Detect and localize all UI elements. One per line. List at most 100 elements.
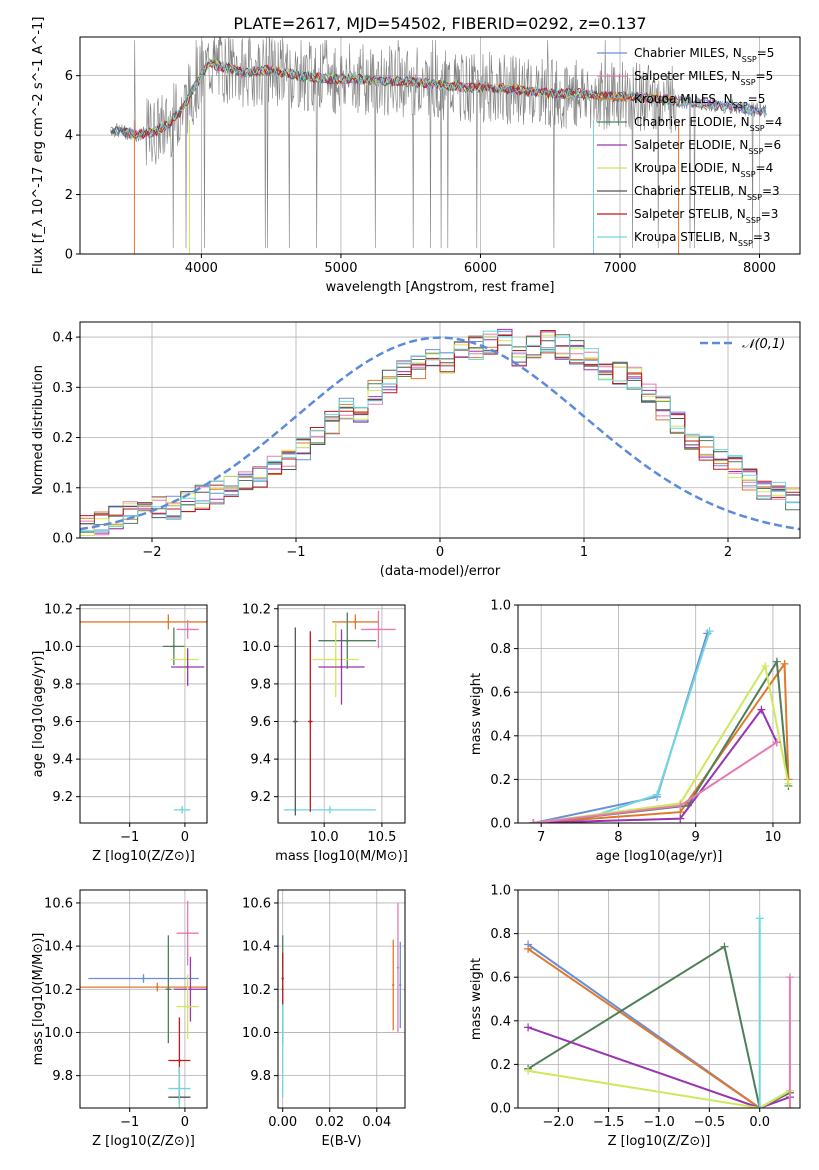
y-tick-label: 0.4 <box>490 1014 511 1029</box>
y-tick-label: 9.4 <box>250 753 271 768</box>
x-tick-label: −0.5 <box>694 1115 726 1130</box>
data-point <box>346 639 349 642</box>
weight-marker <box>785 1104 794 1108</box>
y-tick-label: 6 <box>65 69 73 84</box>
chart-age_vs_mass: 10.0 10.5 9.2 9.4 9.6 9.8 10.0 10.2 mass [log10(… <box>242 602 408 864</box>
y-tick-label: 0.8 <box>490 642 511 657</box>
weight-marker <box>524 944 533 953</box>
x-tick-label: 10.5 <box>367 830 396 845</box>
x-tick-label: −2.0 <box>542 1115 574 1130</box>
x-tick-label: −1 <box>120 830 139 845</box>
data-point <box>354 620 357 624</box>
y-tick-label: 10.0 <box>242 1026 271 1041</box>
data-point <box>180 808 184 812</box>
weight-marker <box>524 1023 533 1032</box>
y-tick-label: 10.2 <box>44 602 73 617</box>
x-tick-label: 8 <box>614 830 622 845</box>
chart-mass_vs_EBV: 0.00 0.02 0.04 9.8 10.0 10.2 10.4 10.6 E(B-V) <box>242 889 406 1149</box>
x-tick-label: 7000 <box>603 261 636 276</box>
y-tick-label: 10.2 <box>242 983 271 998</box>
x-axis-label: (data-model)/error <box>380 564 501 579</box>
data-point <box>186 931 189 935</box>
x-tick-label: 0.00 <box>268 1115 297 1130</box>
figure-title: PLATE=2617, MJD=54502, FIBERID=0292, z=0… <box>233 14 646 33</box>
y-tick-label: 0.8 <box>490 927 511 942</box>
x-tick-label: 9 <box>692 830 700 845</box>
legend-label: Chabrier MILES, NSSP=5 <box>634 46 774 64</box>
data-point <box>377 628 380 631</box>
chart-age_vs_Z: −1 0 9.2 9.4 9.6 9.8 10.0 10.2 Z [log10(Z/Z⊙)] ag… <box>31 602 208 864</box>
y-tick-label: 0.0 <box>490 817 511 832</box>
y-tick-label: 10.0 <box>242 640 271 655</box>
histogram-step-8 <box>80 330 800 532</box>
x-tick-label: −1.5 <box>593 1115 625 1130</box>
y-tick-label: 10.4 <box>242 940 271 955</box>
y-tick-label: 1.0 <box>490 884 511 899</box>
histogram-plot <box>80 328 800 536</box>
axes-frame <box>517 889 801 1109</box>
data-point <box>167 988 170 991</box>
normal-curve <box>80 336 800 531</box>
x-tick-label: 1 <box>580 545 588 560</box>
weight-marker <box>780 659 789 668</box>
weight-marker <box>653 790 662 799</box>
spectrum-legend: Chabrier MILES, NSSP=5 Salpeter MILES, NS… <box>597 46 782 248</box>
legend-label: Salpeter MILES, NSSP=5 <box>634 69 773 87</box>
weight-marker <box>755 914 764 923</box>
y-tick-label: 9.8 <box>250 677 271 692</box>
weight-marker <box>676 801 685 810</box>
y-tick-label: 0.4 <box>52 331 73 346</box>
legend-label: 𝒩(0,1) <box>742 337 785 352</box>
y-axis-label: mass [log10(M/M⊙)] <box>31 933 46 1066</box>
weight-marker <box>524 1066 533 1075</box>
y-tick-label: 10.0 <box>44 640 73 655</box>
y-tick-label: 0.0 <box>52 532 73 547</box>
histogram-step-7 <box>80 330 800 517</box>
data-point <box>340 665 343 669</box>
weight-line-2 <box>533 660 790 823</box>
observed-spectrum-line <box>110 37 767 249</box>
data-point <box>392 983 395 987</box>
x-tick-label: −1.0 <box>643 1115 675 1130</box>
histogram-legend: 𝒩(0,1) <box>700 337 785 352</box>
y-tick-label: 9.2 <box>250 790 271 805</box>
y-tick-label: 2 <box>65 188 73 203</box>
weight-line-3 <box>533 658 790 823</box>
data-point <box>309 720 312 723</box>
y-tick-label: 0.2 <box>52 431 73 446</box>
weight-marker <box>755 1104 764 1108</box>
axes-frame <box>277 889 406 1109</box>
data-point <box>186 1005 189 1008</box>
y-tick-label: 9.2 <box>52 790 73 805</box>
spectrum-plot <box>110 37 767 254</box>
axes-frame <box>79 889 208 1109</box>
weight-marker <box>785 973 794 982</box>
legend-label: Salpeter ELODIE, NSSP=6 <box>634 138 781 156</box>
x-axis-label: age [log10(age/yr)] <box>596 849 723 864</box>
data-point <box>167 620 170 624</box>
chart-mass_vs_Z: −1 0 9.8 10.0 10.2 10.4 10.6 Z [log10(Z/Z⊙)] mas… <box>31 889 208 1149</box>
y-tick-label: 0 <box>65 248 73 263</box>
chart-weight_vs_age: 7 8 9 10 0.0 0.2 0.4 0.6 0.8 1.0 age [log10(age/yr… <box>469 599 801 864</box>
weight-line-1 <box>579 630 711 822</box>
x-tick-label: 5000 <box>324 261 357 276</box>
y-tick-label: 9.4 <box>52 753 73 768</box>
legend-label: Chabrier STELIB, NSSP=3 <box>634 184 780 202</box>
y-tick-label: 10.6 <box>242 896 271 911</box>
weight-line-4 <box>533 663 790 823</box>
weight-marker <box>676 814 685 823</box>
x-tick-label: 0 <box>181 1115 189 1130</box>
y-tick-label: 10.2 <box>242 602 271 617</box>
data-point <box>294 720 297 723</box>
y-tick-label: 0.3 <box>52 381 73 396</box>
x-tick-label: 10 <box>765 830 782 845</box>
chart-weight_vs_Z: −2.0 −1.5 −1.0 −0.5 0.0 0.0 0.2 0.4 0.6 0.8 1.0 Z [… <box>469 884 801 1149</box>
x-tick-label: 0 <box>436 545 444 560</box>
x-axis-label: wavelength [Angstrom, rest frame] <box>326 280 555 295</box>
y-axis-label: Normed distribution <box>31 365 46 495</box>
weight-marker <box>772 657 781 666</box>
data-point <box>399 983 402 987</box>
weight-marker <box>757 705 766 714</box>
weight-marker <box>529 819 538 823</box>
